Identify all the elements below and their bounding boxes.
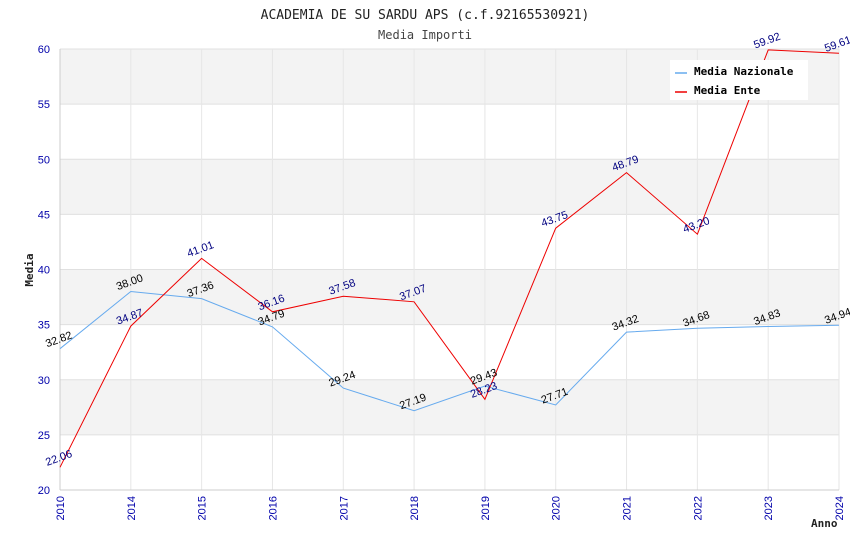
chart-subtitle: Media Importi [378,28,472,42]
x-tick-label: 2021 [622,496,634,520]
data-label-media-ente: 22.06 [44,448,74,469]
legend-label-media-ente: Media Ente [694,84,761,97]
x-tick-label: 2019 [480,496,492,520]
x-tick-label: 2015 [197,496,209,520]
y-tick-labels: 20 25 30 35 40 45 50 55 60 [38,44,50,497]
x-axis-title: Anno [811,517,838,530]
y-tick-label: 30 [38,375,50,387]
legend-label-media-nazionale: Media Nazionale [694,65,794,78]
grid-band [60,159,839,215]
y-tick-label: 20 [38,485,50,497]
series-lines [59,49,840,468]
x-tick-label: 2020 [551,496,563,520]
y-tick-label: 25 [38,430,50,442]
y-tick-label: 60 [38,44,50,56]
grid-bands [60,49,839,435]
x-tick-label: 2022 [692,496,704,520]
series-line-media-nazionale [59,290,840,412]
x-tick-label: 2023 [763,496,775,520]
y-tick-label: 50 [38,154,50,166]
data-label-media-ente: 43.20 [681,215,711,236]
grid-band [60,269,839,325]
x-tick-label: 2024 [834,496,846,520]
y-tick-label: 35 [38,320,50,332]
series-line-media-ente [59,49,840,468]
y-tick-label: 40 [38,265,50,277]
x-tick-label: 2016 [267,496,279,520]
legend: Media Nazionale Media Ente [670,60,808,100]
data-label-media-nazionale: 32.82 [44,330,74,351]
legend-box [670,60,808,100]
data-label-media-ente: 59.92 [752,31,782,52]
x-tick-label: 2014 [126,496,138,520]
x-tick-label: 2010 [55,496,67,520]
y-axis-title: Media [23,253,36,286]
x-tick-label: 2017 [338,496,350,520]
axes [59,49,839,491]
data-label-media-ente: 41.01 [186,239,216,260]
x-tick-label: 2018 [409,496,421,520]
grid-band [60,379,839,435]
y-tick-label: 45 [38,209,50,221]
y-tick-label: 55 [38,99,50,111]
chart-title: ACADEMIA DE SU SARDU APS (c.f.9216553092… [261,8,590,23]
x-tick-labels: 2010 2014 2015 2016 2017 2018 2019 2020 2021 2022… [55,496,846,520]
